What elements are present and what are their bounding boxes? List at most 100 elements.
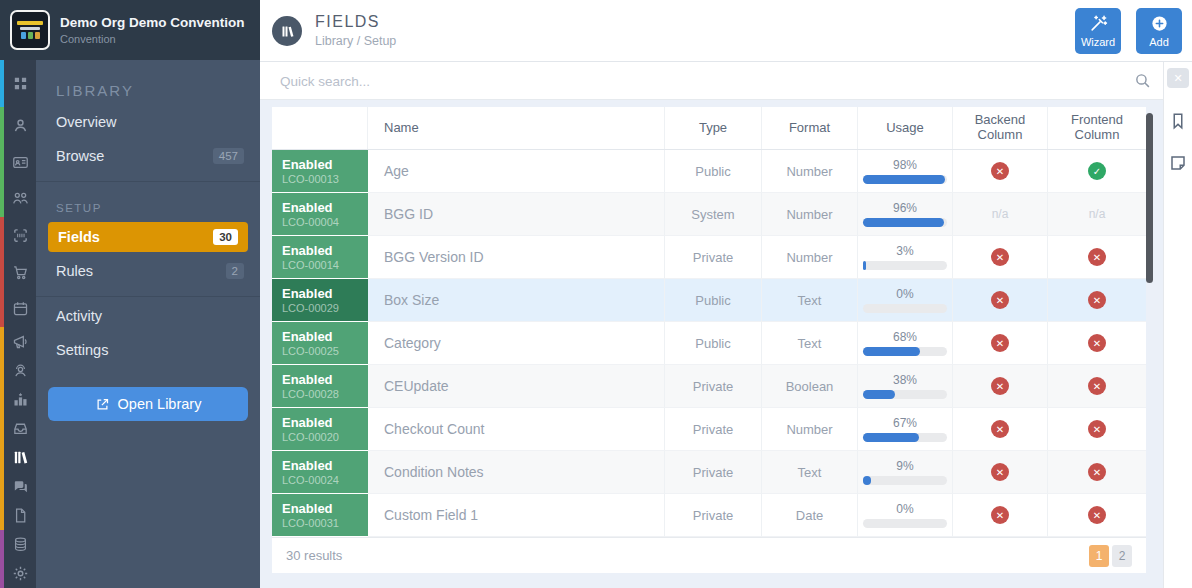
rail-item-calendar[interactable] — [4, 290, 36, 327]
table-row[interactable]: EnabledLCO-00029Box SizePublicText0%✕✕ — [272, 279, 1146, 322]
rail-item-gear[interactable] — [4, 559, 36, 588]
app-icon-rail — [0, 60, 36, 588]
rail-item-id-card[interactable] — [4, 144, 36, 181]
external-link-icon — [95, 397, 110, 412]
note-icon[interactable] — [1169, 154, 1187, 172]
bookmark-icon[interactable] — [1169, 112, 1187, 130]
search-icon[interactable] — [1134, 72, 1151, 89]
field-code: LCO-00004 — [282, 216, 339, 228]
rail-item-tray[interactable] — [4, 414, 36, 443]
rail-item-megaphone[interactable] — [4, 327, 36, 356]
app-window: Demo Org Demo Convention Convention LIBR… — [0, 0, 1192, 588]
add-button[interactable]: Add — [1136, 8, 1182, 54]
status-badge: EnabledLCO-00020 — [272, 408, 368, 451]
table-row[interactable]: EnabledLCO-00004BGG IDSystemNumber96%n/a… — [272, 193, 1146, 236]
table-row[interactable]: EnabledLCO-00028CEUpdatePrivateBoolean38… — [272, 365, 1146, 408]
rail-item-support[interactable] — [4, 356, 36, 385]
table-row[interactable]: EnabledLCO-00014BGG Version IDPrivateNum… — [272, 236, 1146, 279]
rail-item-dashboard-grid[interactable] — [4, 60, 36, 107]
table-footer: 30 results 1 2 — [272, 537, 1146, 573]
sidebar-item-browse[interactable]: Browse 457 — [36, 139, 260, 173]
sidebar-item-rules[interactable]: Rules 2 — [36, 254, 260, 288]
backend-status: n/a — [953, 193, 1048, 236]
status-badge: EnabledLCO-00014 — [272, 236, 368, 279]
field-code: LCO-00014 — [282, 259, 339, 271]
id-card-icon — [12, 154, 29, 171]
search-bar — [260, 62, 1163, 100]
library-icon — [12, 449, 29, 466]
results-count: 30 results — [286, 548, 1086, 563]
column-header-usage: Usage — [858, 107, 953, 149]
usage-percent: 68% — [893, 330, 917, 344]
document-icon — [12, 507, 29, 524]
rail-item-chat[interactable] — [4, 472, 36, 501]
frontend-status: n/a — [1048, 193, 1146, 236]
usage-bar: 67% — [858, 408, 953, 451]
sidebar-item-settings[interactable]: Settings — [36, 333, 260, 367]
dashboard-grid-icon — [12, 75, 29, 92]
table-row[interactable]: EnabledLCO-00031Custom Field 1PrivateDat… — [272, 494, 1146, 537]
table-row[interactable]: EnabledLCO-00024Condition NotesPrivateTe… — [272, 451, 1146, 494]
field-type: Private — [665, 365, 762, 408]
rail-item-cart[interactable] — [4, 254, 36, 291]
column-header-name: Name — [368, 107, 665, 149]
field-code: LCO-00013 — [282, 173, 339, 185]
frontend-status: ✓ — [1048, 150, 1146, 193]
rail-group — [0, 327, 36, 530]
status-label: Enabled — [282, 200, 333, 215]
rail-item-person[interactable] — [4, 107, 36, 144]
rail-item-document[interactable] — [4, 501, 36, 530]
status-label: Enabled — [282, 458, 333, 473]
sidebar-item-overview[interactable]: Overview — [36, 105, 260, 139]
frontend-status: ✕ — [1048, 408, 1146, 451]
backend-status: ✕ — [953, 451, 1048, 494]
field-format: Text — [762, 279, 858, 322]
sidebar-item-fields[interactable]: Fields 30 — [48, 222, 248, 252]
status-label: Enabled — [282, 157, 333, 172]
backend-status: ✕ — [953, 236, 1048, 279]
column-header-type: Type — [665, 107, 762, 149]
sidebar-item-activity[interactable]: Activity — [36, 299, 260, 333]
rules-count-badge: 2 — [226, 263, 244, 279]
rail-item-scan[interactable] — [4, 217, 36, 254]
vertical-scrollbar[interactable] — [1146, 113, 1153, 283]
table-row[interactable]: EnabledLCO-00013AgePublicNumber98%✕✓ — [272, 150, 1146, 193]
frontend-status: ✕ — [1048, 494, 1146, 537]
plus-circle-icon — [1150, 14, 1169, 33]
chat-icon — [12, 478, 29, 495]
usage-percent: 0% — [896, 287, 913, 301]
status-label: Enabled — [282, 372, 333, 387]
sidebar-section-library: LIBRARY — [36, 60, 260, 105]
field-code: LCO-00024 — [282, 474, 339, 486]
library-icon — [272, 16, 302, 46]
field-format: Boolean — [762, 365, 858, 408]
org-switcher[interactable]: Demo Org Demo Convention Convention — [0, 0, 260, 60]
rail-item-leaderboard[interactable] — [4, 385, 36, 414]
field-code: LCO-00025 — [282, 345, 339, 357]
field-type: Private — [665, 408, 762, 451]
rail-item-people[interactable] — [4, 180, 36, 217]
frontend-status: ✕ — [1048, 365, 1146, 408]
rail-item-coins[interactable] — [4, 530, 36, 559]
field-name: Age — [368, 150, 665, 193]
field-type: Private — [665, 494, 762, 537]
field-name: Custom Field 1 — [368, 494, 665, 537]
field-type: Private — [665, 451, 762, 494]
column-header-backend: Backend Column — [953, 107, 1048, 149]
sidebar-section-setup: SETUP — [36, 184, 260, 220]
close-icon[interactable]: ✕ — [1167, 68, 1189, 88]
open-library-button[interactable]: Open Library — [48, 387, 248, 421]
cross-icon: ✕ — [1088, 420, 1106, 438]
wizard-button[interactable]: Wizard — [1075, 8, 1121, 54]
scan-icon — [12, 227, 29, 244]
usage-percent: 0% — [896, 502, 913, 516]
pagination-page-2[interactable]: 2 — [1112, 545, 1132, 567]
table-row[interactable]: EnabledLCO-00025CategoryPublicText68%✕✕ — [272, 322, 1146, 365]
field-code: LCO-00020 — [282, 431, 339, 443]
rail-item-library[interactable] — [4, 443, 36, 472]
leaderboard-icon — [12, 391, 29, 408]
table-row[interactable]: EnabledLCO-00020Checkout CountPrivateNum… — [272, 408, 1146, 451]
search-input[interactable] — [280, 68, 1100, 94]
status-label: Enabled — [282, 415, 333, 430]
pagination-page-1[interactable]: 1 — [1089, 545, 1109, 567]
